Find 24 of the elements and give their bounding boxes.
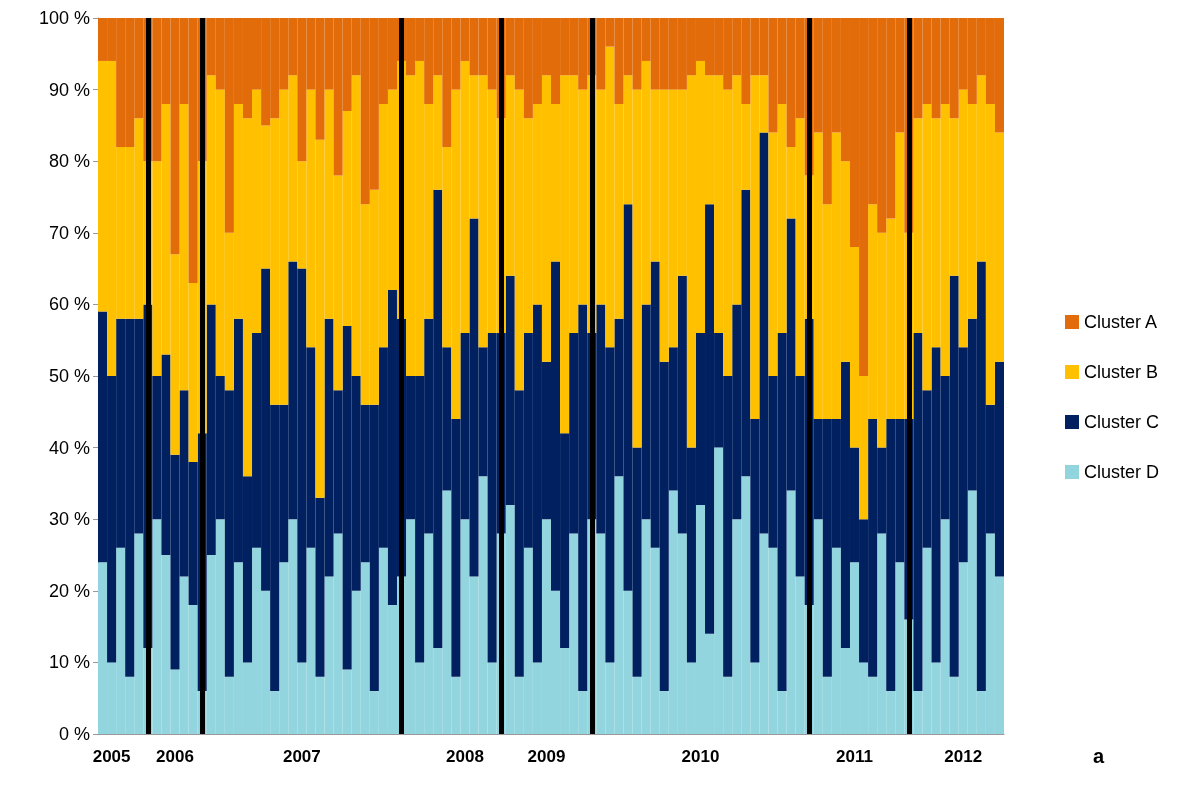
y-tick-label: 30 % [48,509,90,530]
y-tick-label: 80 % [48,151,90,172]
legend-label: Cluster A [1083,312,1158,332]
y-tick-label: 10 % [48,652,90,673]
legend-label: Cluster C [1083,412,1159,432]
y-tick-label: 50 % [48,366,90,386]
y-tick-label: 90 % [48,79,90,100]
x-tick-label: 2005 [92,747,131,766]
x-tick-label: 2009 [527,747,566,766]
x-tick-label: 2011 [836,747,873,766]
x-tick-label: 2006 [156,747,194,766]
legend-label: Cluster B [1083,362,1159,382]
y-tick-label: 100 % [38,8,90,28]
x-tick-label: 2010 [681,747,720,766]
y-tick-label: 0 % [58,724,90,744]
x-tick-label: 2007 [282,747,321,766]
y-tick-label: 70 % [48,222,90,243]
x-tick-label: 2008 [446,747,484,766]
y-tick-label: 40 % [48,437,90,458]
y-tick-label: 20 % [48,580,90,601]
y-tick-label: 60 % [48,294,90,315]
legend-label: Cluster D [1083,462,1159,482]
text: a [1092,745,1105,767]
x-tick-label: 2012 [944,747,983,766]
